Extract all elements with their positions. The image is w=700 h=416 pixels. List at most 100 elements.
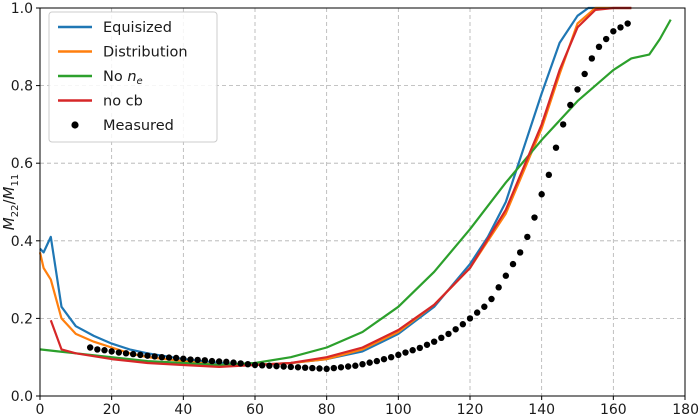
measured-point <box>323 365 330 373</box>
measured-point <box>180 355 187 362</box>
measured-point <box>251 361 259 369</box>
measured-point <box>395 351 402 359</box>
measured-point <box>380 355 388 363</box>
legend-box <box>48 11 218 143</box>
measured-point <box>610 28 617 35</box>
measured-point <box>208 357 216 365</box>
measured-point <box>172 354 180 362</box>
measured-point <box>86 344 94 351</box>
legend: Equisized Distribution No ne no cb Measured <box>48 11 218 143</box>
measured-point <box>201 357 209 364</box>
measured-point <box>438 334 445 341</box>
legend-label-distribution: Distribution <box>103 45 188 61</box>
measured-point <box>316 365 323 372</box>
measured-point <box>545 171 553 179</box>
series-layer <box>38 6 672 373</box>
x-tick-label: 100 <box>385 402 412 416</box>
measured-point <box>359 360 366 368</box>
x-tick-label: 80 <box>318 402 336 416</box>
measured-point <box>194 356 201 364</box>
measured-point <box>230 359 237 366</box>
measured-point <box>187 356 194 363</box>
y-tick-label: 0.4 <box>11 234 33 250</box>
legend-label-measured: Measured <box>103 118 174 134</box>
measured-point <box>588 55 596 62</box>
measured-point <box>223 358 230 366</box>
measured-point <box>387 354 395 361</box>
measured-point <box>516 249 524 256</box>
measured-point <box>466 315 474 322</box>
measured-point <box>502 272 510 279</box>
measured-point <box>301 364 309 371</box>
series-line-no-cb <box>49 6 632 368</box>
x-tick-label: 140 <box>528 402 555 416</box>
legend-marker-measured <box>71 121 79 129</box>
measured-point <box>101 347 108 354</box>
y-tick-label: 0.8 <box>11 79 33 95</box>
measured-point <box>538 191 545 198</box>
measured-point <box>129 350 137 358</box>
legend-label-no-n-e: No ne <box>103 69 143 87</box>
measured-point <box>366 359 373 366</box>
measured-point <box>330 364 338 372</box>
measured-point <box>402 349 409 356</box>
measured-point <box>215 358 223 365</box>
x-tick-label: 20 <box>103 402 121 416</box>
measured-point <box>244 360 252 368</box>
y-tick-label: 0.0 <box>11 389 33 405</box>
measured-point <box>617 24 624 31</box>
measured-point <box>258 362 266 369</box>
measured-point <box>158 354 166 361</box>
measured-point <box>416 344 424 352</box>
x-tick-label: 180 <box>672 402 699 416</box>
measured-point <box>524 233 531 241</box>
measured-point <box>488 295 495 303</box>
measured-point <box>352 362 359 369</box>
measured-point <box>144 352 151 359</box>
measured-point <box>94 346 101 353</box>
measured-point <box>473 309 481 316</box>
measured-point <box>237 360 244 367</box>
measured-point <box>266 362 273 369</box>
measured-point <box>151 353 158 360</box>
y-tick-label: 1.0 <box>11 1 33 17</box>
measured-point <box>481 303 488 310</box>
measured-point <box>552 144 560 151</box>
measured-point <box>595 43 603 50</box>
x-tick-label: 0 <box>36 402 45 416</box>
measured-point <box>624 20 631 27</box>
legend-label-no-cb: no cb <box>103 94 143 110</box>
y-axis-label: M22/M11 <box>0 174 21 230</box>
series-line-no-n-e <box>39 19 672 367</box>
measured-point <box>602 35 610 43</box>
measured-point <box>423 341 431 348</box>
measured-point <box>273 362 280 370</box>
plot-frame <box>39 7 686 397</box>
measured-point <box>559 121 567 128</box>
measured-point <box>108 348 115 355</box>
measured-point <box>509 260 517 268</box>
measured-point <box>122 350 130 357</box>
measured-point <box>137 351 144 359</box>
x-tick-label: 160 <box>600 402 627 416</box>
measured-point <box>344 363 352 370</box>
x-tick-label: 120 <box>457 402 484 416</box>
measured-point <box>567 101 574 109</box>
measured-point <box>445 330 452 338</box>
y-tick-label: 0.2 <box>11 311 33 327</box>
measured-point <box>115 349 123 356</box>
x-tick-label: 40 <box>174 402 192 416</box>
measured-point <box>531 214 538 221</box>
measured-point <box>452 326 459 333</box>
measured-point <box>280 363 287 370</box>
measured-point <box>309 364 316 372</box>
measured-point <box>294 364 302 371</box>
ticks: 0 20 40 60 80 100 120 140 160 180 0.0 0.2 0.4 0.6 0.8 1… <box>11 1 699 416</box>
measured-point <box>287 363 295 371</box>
measured-point <box>581 70 588 78</box>
measured-point <box>337 364 345 371</box>
measured-point <box>165 354 173 361</box>
measured-point <box>574 86 581 93</box>
measured-point <box>430 338 438 345</box>
